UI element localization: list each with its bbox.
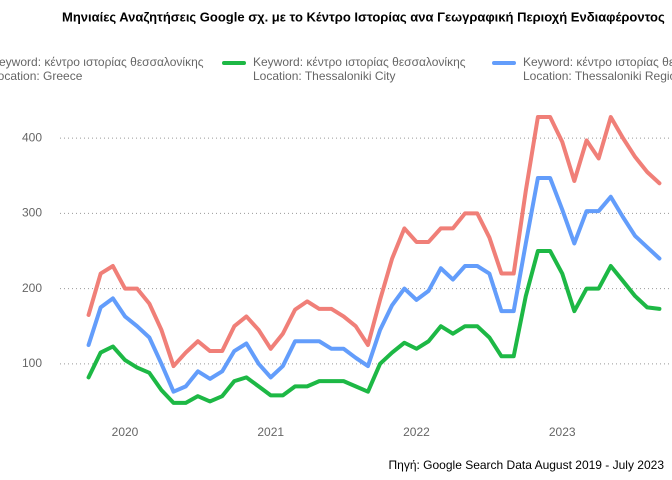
caption: Πηγή: Google Search Data August 2019 - J… xyxy=(388,458,664,472)
legend-label: Keyword: κέντρο ιστορίας θεσσαλονίκης Lo… xyxy=(0,55,204,83)
y-tick-label: 400 xyxy=(22,130,42,144)
x-tick-label: 2022 xyxy=(403,425,430,439)
series-line xyxy=(86,115,662,369)
x-tick-label: 2020 xyxy=(112,425,139,439)
chart-title: Μηνιαίες Αναζητήσεις Google σχ. με το Κέ… xyxy=(62,9,665,24)
legend-label: Keyword: κέντρο ιστορίας θεσσαλονίκης Lo… xyxy=(523,55,672,83)
x-tick-label: 2023 xyxy=(549,425,576,439)
y-tick-label: 300 xyxy=(22,206,42,220)
y-tick-label: 100 xyxy=(22,356,42,370)
legend-key xyxy=(492,61,516,65)
legend-label: Keyword: κέντρο ιστορίας θεσσαλονίκης Lo… xyxy=(253,55,466,83)
y-tick-label: 200 xyxy=(22,281,42,295)
series-line xyxy=(86,248,662,405)
series-line xyxy=(86,175,662,394)
x-tick-label: 2021 xyxy=(257,425,284,439)
legend-key xyxy=(222,61,246,65)
